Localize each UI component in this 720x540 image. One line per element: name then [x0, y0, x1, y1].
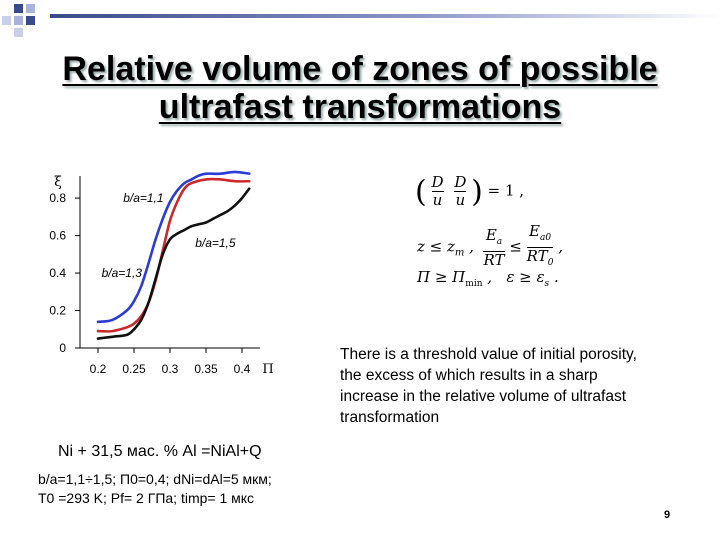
x-tick-label: 0.3	[162, 362, 179, 376]
parameters-line-2: T0 =293 K; Pf= 2 ГПа; timp= 1 мкс	[38, 490, 255, 506]
series-annotation-1: b/a=1,1	[123, 191, 163, 205]
x-tick-label: 0.25	[122, 362, 146, 376]
composition-label: Ni + 31,5 мас. % Al =NiAl+Q	[58, 443, 262, 460]
page-number: 9	[664, 509, 671, 521]
y-axis-label: ξ	[54, 174, 62, 190]
x-tick-label: 0.35	[194, 362, 218, 376]
series-annotation-2: b/a=1,5	[195, 236, 236, 250]
threshold-note: There is a threshold value of initial po…	[340, 346, 637, 426]
formula-line-3: Π ≥ Πmin , ε ≥ εs .	[417, 268, 559, 289]
formula-line-2: z ≤ zm , Ea RT ≤ Ea0 RT0 ,	[417, 223, 563, 272]
series-annotation-3: b/a=1,3	[102, 266, 143, 280]
parameters-line-1: b/a=1,1÷1,5; П0=0,4; dNi=dAl=5 мкм;	[38, 471, 272, 487]
x-axis-label: Π	[262, 362, 273, 377]
series-line-3	[96, 187, 251, 340]
title-line-2: ultrafast transformations	[158, 88, 562, 126]
y-tick-label: 0	[59, 341, 66, 355]
x-tick-label: 0.4	[234, 362, 251, 376]
y-tick-label: 0.6	[49, 229, 66, 243]
corner-decoration	[2, 4, 35, 37]
series-line-2	[96, 177, 251, 333]
transformation-volume-chart: 0 0.2 0.4 0.6 0.8 0.2 0.25 0.3 0.35 0.4 ξ Πb/a=1,1 b…	[49, 170, 274, 377]
title-line-1: Relative volume of zones of possible	[62, 50, 658, 88]
series-line-1	[96, 170, 251, 324]
y-tick-label: 0.2	[49, 304, 66, 318]
header-rule	[50, 14, 720, 18]
y-tick-label: 0.8	[49, 191, 66, 205]
slide-title: Relative volume of zones of possible ult…	[0, 50, 720, 126]
y-tick-label: 0.4	[49, 266, 66, 280]
parameters-text: b/a=1,1÷1,5; П0=0,4; dNi=dAl=5 мкм; T0 =…	[38, 470, 272, 508]
x-tick-label: 0.2	[90, 362, 107, 376]
